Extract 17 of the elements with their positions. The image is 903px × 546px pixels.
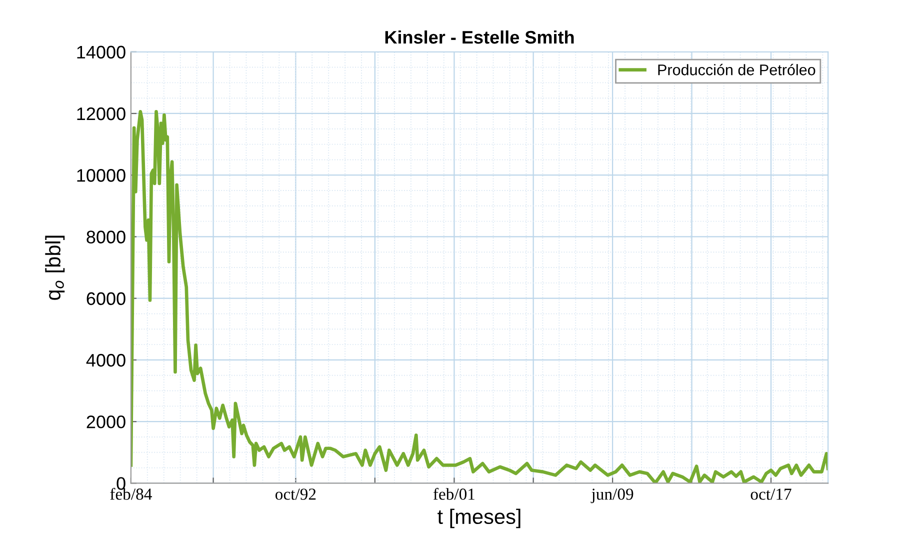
y-tick-label: 2000 [86,416,126,428]
x-tick-label: oct/17 [750,488,792,500]
y-tick-label: 10000 [77,169,126,182]
y-tick-label: 8000 [86,230,126,244]
x-tick-label: jun/09 [590,488,634,504]
y-tick-label: 6000 [86,292,126,306]
legend-label: Producción de Petróleo [658,64,816,76]
y-tick-label: 12000 [77,107,126,120]
y-axis-title: q$_{o}$ [bbl] [45,236,65,300]
y-tick-label: 4000 [86,354,126,367]
x-tick-label: oct/92 [275,488,316,500]
y-tick-label: 0 [116,477,126,490]
chart-title: Kinsler - Estelle Smith [385,30,574,44]
y-tick-label: 14000 [77,46,126,59]
x-tick-label: feb/84 [110,488,152,500]
x-tick-label: feb/01 [433,488,474,500]
x-axis-title: t [meses] [438,508,520,528]
